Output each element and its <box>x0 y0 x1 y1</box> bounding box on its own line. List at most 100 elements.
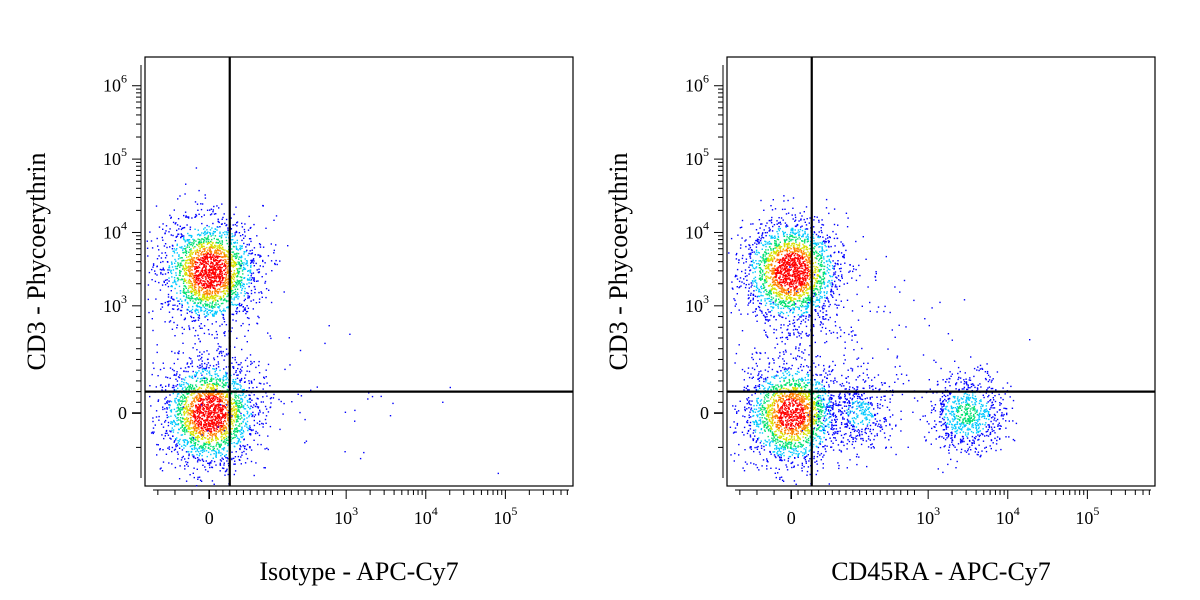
event-dot <box>202 269 204 272</box>
event-dot <box>213 402 215 405</box>
event-dot <box>216 260 219 262</box>
event-dot <box>211 460 213 462</box>
event-dot <box>257 280 259 282</box>
event-dot <box>225 279 228 281</box>
event-dot <box>211 383 213 386</box>
event-dot <box>204 256 206 258</box>
event-dot <box>198 476 201 478</box>
event-dot <box>174 401 176 403</box>
event-dot <box>250 289 253 292</box>
event-dot <box>184 251 186 253</box>
event-dot <box>205 425 207 427</box>
event-dot <box>198 355 201 357</box>
event-dot <box>210 276 213 278</box>
event-dot <box>805 285 808 287</box>
event-dot <box>186 362 189 364</box>
event-dot <box>255 302 258 304</box>
event-dot <box>221 382 223 384</box>
event-dot <box>197 252 200 254</box>
event-dot <box>224 233 226 236</box>
event-dot <box>175 402 177 404</box>
event-dot <box>195 266 197 268</box>
event-dot <box>231 414 234 416</box>
event-dot <box>227 290 229 293</box>
event-dot <box>234 296 236 298</box>
event-dot <box>235 206 237 208</box>
event-dot <box>175 444 177 446</box>
event-dot <box>170 400 173 403</box>
event-dot <box>177 458 179 460</box>
event-dot <box>168 462 170 464</box>
event-dot <box>211 306 213 309</box>
event-dot <box>198 189 200 192</box>
event-dot <box>188 268 190 270</box>
event-dot <box>234 303 236 306</box>
event-dot <box>268 289 270 291</box>
event-dot <box>194 396 196 399</box>
event-dot <box>236 268 239 270</box>
event-dot <box>190 427 192 429</box>
event-dot <box>214 408 217 410</box>
event-dot <box>225 427 228 429</box>
event-dot <box>239 363 241 366</box>
event-dot <box>212 397 215 400</box>
event-dot <box>173 425 176 427</box>
event-dot <box>209 437 211 439</box>
event-dot <box>210 419 212 422</box>
event-dot <box>203 266 206 268</box>
event-dot <box>207 451 210 453</box>
event-dot <box>207 392 210 394</box>
event-dot <box>821 247 823 249</box>
event-dot <box>196 297 198 299</box>
event-dot <box>163 280 165 283</box>
event-dot <box>233 385 235 387</box>
event-dot <box>206 416 208 418</box>
event-dot <box>258 291 260 294</box>
event-dot <box>220 346 222 348</box>
event-dot <box>203 287 205 289</box>
event-dot <box>197 295 200 297</box>
event-dot <box>215 454 217 457</box>
event-dot <box>213 281 215 283</box>
event-dot <box>783 272 785 275</box>
event-dot <box>834 325 837 327</box>
event-dot <box>199 432 202 435</box>
event-dot <box>226 289 228 292</box>
event-dot <box>201 434 203 436</box>
event-dot <box>241 270 244 272</box>
event-dot <box>187 217 190 219</box>
event-dot <box>241 428 243 430</box>
event-dot <box>208 293 210 295</box>
event-dot <box>212 209 214 211</box>
event-dot <box>211 405 213 408</box>
event-dot <box>205 271 207 273</box>
event-dot <box>214 228 217 230</box>
event-dot <box>218 345 220 348</box>
event-dot <box>755 315 757 317</box>
event-dot <box>822 278 824 280</box>
event-dot <box>223 433 225 436</box>
event-dot <box>226 430 228 433</box>
event-dot <box>226 412 229 414</box>
event-dot <box>204 410 206 413</box>
event-dot <box>161 284 164 286</box>
event-dot <box>218 272 221 274</box>
event-dot <box>201 276 203 278</box>
event-dot <box>200 480 203 482</box>
event-dot <box>246 417 248 419</box>
event-dot <box>255 430 257 433</box>
event-dot <box>223 310 225 312</box>
event-dot <box>221 218 223 220</box>
event-dot <box>246 370 248 372</box>
event-dot <box>191 308 194 311</box>
event-dot <box>223 332 226 335</box>
event-dot <box>152 263 155 265</box>
event-dot <box>233 430 235 432</box>
event-dot <box>222 284 224 286</box>
event-dot <box>217 218 219 220</box>
event-dot <box>220 396 223 399</box>
event-dot <box>202 409 205 411</box>
event-dot <box>201 299 203 301</box>
event-dot <box>244 374 247 376</box>
event-dot <box>200 450 202 452</box>
